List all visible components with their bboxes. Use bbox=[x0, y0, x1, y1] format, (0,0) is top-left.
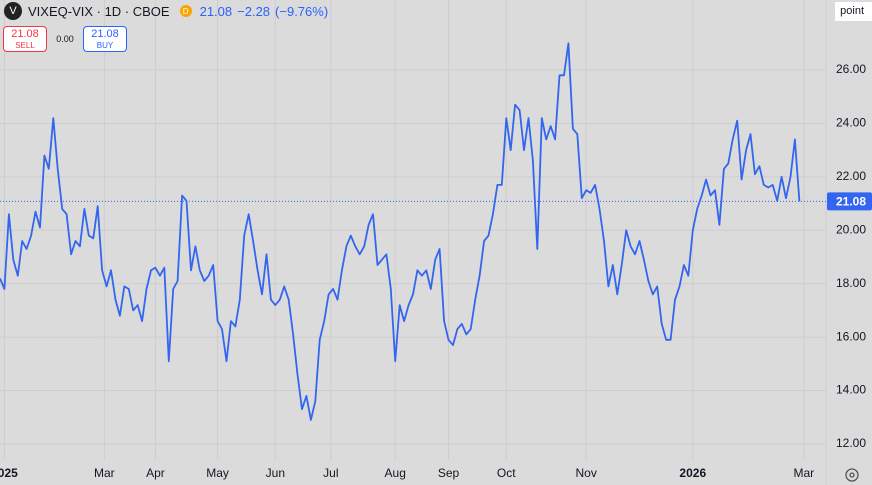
symbol-logo: V bbox=[4, 2, 22, 20]
last-price-tag bbox=[827, 192, 872, 211]
y-tick-label: 26.00 bbox=[836, 62, 866, 76]
x-tick-label: Jun bbox=[266, 466, 285, 480]
x-tick-label: Oct bbox=[497, 466, 516, 480]
y-tick-label: 14.00 bbox=[836, 383, 866, 397]
x-tick-label: 2026 bbox=[679, 466, 706, 480]
settings-ring bbox=[845, 468, 859, 482]
buy-button[interactable]: 21.08 BUY bbox=[83, 26, 127, 52]
spread: 0.00 bbox=[56, 34, 74, 44]
delay-badge: D bbox=[179, 5, 192, 17]
buy-price: 21.08 bbox=[91, 28, 119, 40]
y-tick-label: 16.00 bbox=[836, 329, 866, 343]
x-tick-label: Jul bbox=[323, 466, 338, 480]
price: 21.08 bbox=[199, 3, 233, 19]
y-tick-label: 18.00 bbox=[836, 276, 866, 290]
x-tick-label: Mar bbox=[94, 466, 115, 480]
symbol: VIXEQ-VIX · 1D · CBOE bbox=[28, 3, 170, 19]
sell-price: 21.08 bbox=[11, 28, 39, 40]
x-tick-label: Apr bbox=[146, 466, 165, 480]
trade-panel: 21.08 SELL 0.00 21.08 BUY bbox=[3, 26, 127, 52]
settings-hub bbox=[849, 472, 855, 478]
change: −2.28 bbox=[237, 3, 271, 19]
price-line bbox=[0, 42, 801, 421]
settings-icon[interactable] bbox=[845, 468, 859, 482]
y-tick-label: 22.00 bbox=[836, 169, 866, 183]
buy-label: BUY bbox=[96, 41, 114, 50]
x-tick-label: Mar bbox=[793, 466, 814, 480]
sell-button[interactable]: 21.08 SELL bbox=[3, 26, 47, 52]
y-tick-label: 24.00 bbox=[836, 116, 866, 130]
unit-label[interactable]: point bbox=[835, 2, 872, 21]
x-tick-label: 2025 bbox=[0, 466, 18, 480]
change-pct: (−9.76%) bbox=[275, 3, 329, 19]
y-tick-label: 20.00 bbox=[836, 222, 866, 236]
x-tick-label: Aug bbox=[385, 466, 406, 480]
symbol-header: V VIXEQ-VIX · 1D · CBOE D 21.08 −2.28 (−… bbox=[4, 2, 333, 20]
x-tick-label: May bbox=[206, 466, 229, 480]
sell-label: SELL bbox=[15, 41, 35, 50]
x-tick-label: Sep bbox=[438, 466, 460, 480]
last-price-label: 21.08 bbox=[836, 195, 866, 209]
y-tick-label: 12.00 bbox=[836, 436, 866, 450]
x-tick-label: Nov bbox=[576, 466, 597, 480]
